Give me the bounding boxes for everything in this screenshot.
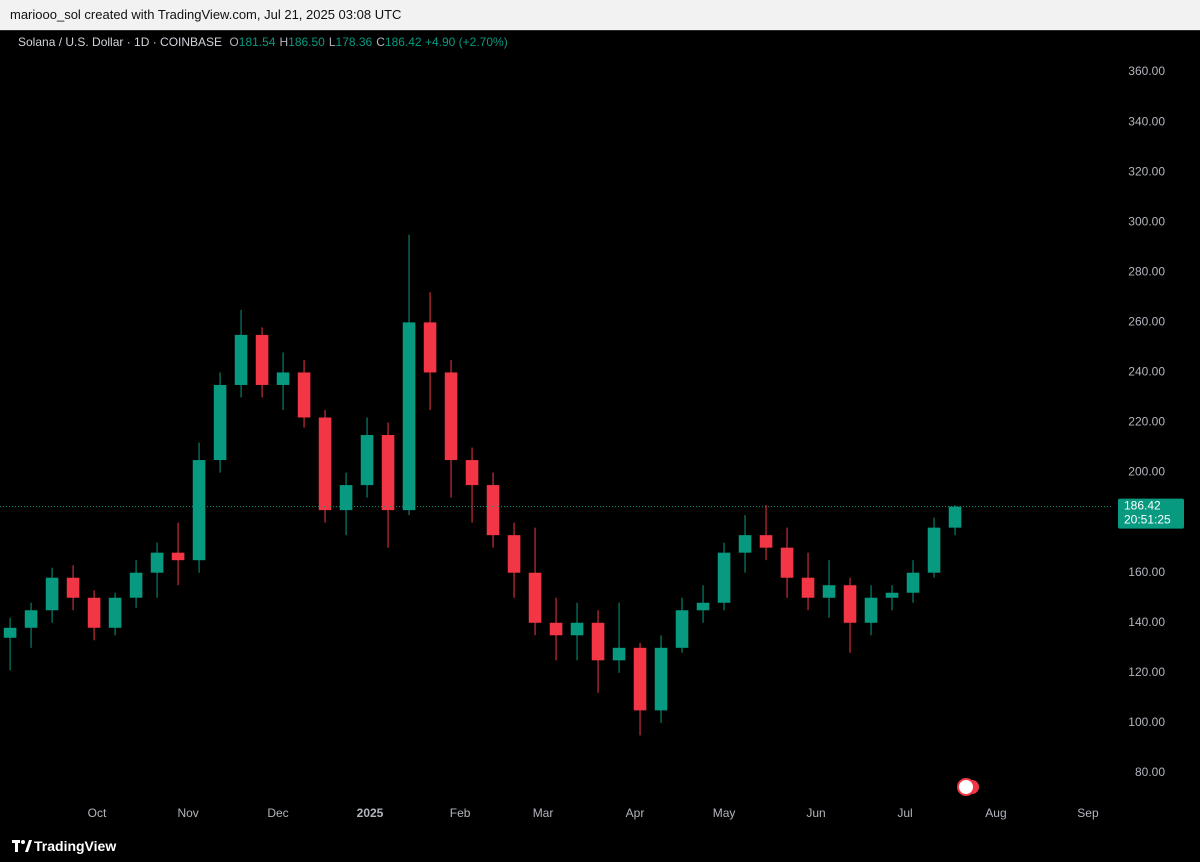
ohlc: O181.54 H186.50 L178.36 C186.42 [225, 35, 421, 49]
x-tick-label: Feb [450, 806, 471, 820]
x-tick-label: May [713, 806, 736, 820]
price-badge [1118, 498, 1184, 529]
candle-body [360, 435, 374, 486]
candle-body [864, 597, 878, 623]
y-tick-label: 280.00 [1128, 264, 1165, 278]
x-tick-label: Dec [267, 806, 288, 820]
y-tick-label: 360.00 [1128, 64, 1165, 78]
candle-body [696, 602, 710, 611]
candle-body [738, 535, 752, 553]
candle-body [255, 334, 269, 385]
candle-body [759, 535, 773, 548]
x-tick-label: Aug [985, 806, 1006, 820]
candle-body [192, 460, 206, 561]
candle-body [885, 592, 899, 598]
symbol-legend: Solana / U.S. Dollar · 1D · COINBASE O18… [18, 35, 508, 49]
x-tick-label: Mar [533, 806, 554, 820]
brand: TradingView [34, 838, 117, 854]
candle-body [717, 552, 731, 603]
last-price-label: 186.42 [1124, 499, 1161, 513]
ohlc-value: 181.54 [238, 35, 276, 49]
candle-body [528, 572, 542, 623]
candle-body [633, 647, 647, 711]
candle-body [444, 372, 458, 461]
countdown: 20:51:25 [1124, 513, 1171, 527]
candle-body [654, 647, 668, 711]
y-tick-label: 220.00 [1128, 415, 1165, 429]
candle-body [24, 610, 38, 628]
y-tick-label: 140.00 [1128, 615, 1165, 629]
candle-body [801, 577, 815, 598]
y-tick-label: 260.00 [1128, 315, 1165, 329]
candle-body [570, 622, 584, 636]
candle-body [87, 597, 101, 628]
ohlc-key: L [328, 35, 336, 49]
ohlc-key: C [376, 35, 385, 49]
event-icon [957, 778, 975, 796]
candle-body [465, 460, 479, 486]
candle-body [213, 384, 227, 461]
x-tick-label: Sep [1077, 806, 1099, 820]
candle-body [906, 572, 920, 593]
candle-body [318, 417, 332, 511]
x-tick-label: 2025 [357, 806, 384, 820]
chart: 80.00100.00120.00140.00160.00180.00200.0… [0, 64, 1184, 820]
candle-body [780, 547, 794, 578]
ohlc-value: 186.50 [288, 35, 325, 49]
candle-body [276, 372, 290, 385]
x-tick-label: Jun [806, 806, 825, 820]
candle-body [948, 506, 962, 528]
candle-body [171, 552, 185, 561]
candle-body [549, 622, 563, 636]
candle-body [612, 647, 626, 661]
candle-body [927, 527, 941, 573]
x-tick-label: Nov [177, 806, 198, 820]
y-tick-label: 160.00 [1128, 565, 1165, 579]
y-tick-label: 80.00 [1135, 765, 1165, 779]
ohlc-key: H [279, 35, 289, 49]
chart-panel [0, 30, 1200, 830]
ohlc-key: O [229, 35, 239, 49]
candle-body [150, 552, 164, 573]
candle-body [234, 334, 248, 385]
y-tick-label: 320.00 [1128, 164, 1165, 178]
symbol: Solana / U.S. Dollar · 1D · COINBASE [18, 35, 223, 49]
y-tick-label: 340.00 [1128, 114, 1165, 128]
footer: TradingView [0, 830, 1200, 862]
candle-body [507, 535, 521, 573]
candle-body [297, 372, 311, 418]
y-tick-label: 240.00 [1128, 365, 1165, 379]
candle-body [402, 322, 416, 511]
candle-body [129, 572, 143, 598]
change-pct: (+2.70%) [458, 35, 508, 49]
credit: mariooo_sol created with TradingView.com… [10, 7, 402, 22]
candle-body [381, 435, 395, 511]
candle-body [66, 577, 80, 598]
credit-bar: mariooo_sol created with TradingView.com… [0, 0, 1200, 30]
ohlc-value: 186.42 [384, 35, 422, 49]
ohlc-value: 178.36 [335, 35, 373, 49]
candle-body [822, 585, 836, 598]
candle-body [3, 627, 17, 638]
candle-body [423, 322, 437, 373]
candle-body [591, 622, 605, 661]
change: +4.90 [424, 35, 456, 49]
x-tick-label: Oct [88, 806, 107, 820]
logo [12, 840, 32, 852]
y-tick-label: 120.00 [1128, 665, 1165, 679]
x-tick-label: Jul [897, 806, 912, 820]
y-tick-label: 200.00 [1128, 465, 1165, 479]
candle-body [675, 610, 689, 648]
candle-body [486, 485, 500, 536]
candle-body [108, 597, 122, 628]
y-tick-label: 100.00 [1128, 715, 1165, 729]
candle-body [843, 585, 857, 623]
y-tick-label: 300.00 [1128, 214, 1165, 228]
candle-body [45, 577, 59, 611]
candle-body [339, 485, 353, 511]
x-tick-label: Apr [626, 806, 645, 820]
